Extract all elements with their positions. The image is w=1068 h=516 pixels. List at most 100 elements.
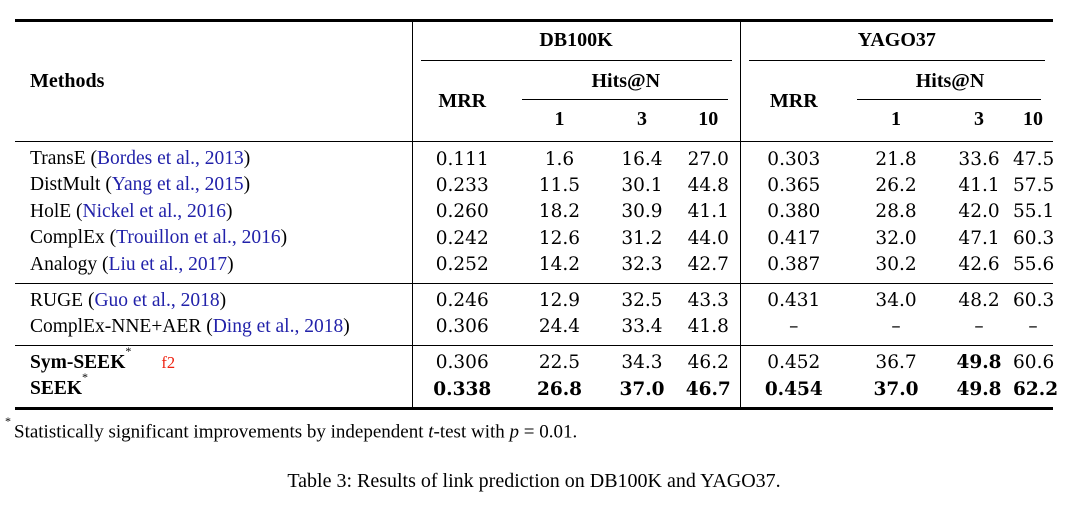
cell-yago-hits1: 34.0	[875, 290, 917, 311]
cell-db-hits10: 43.3	[687, 290, 729, 311]
cell-yago-hits1: 26.2	[875, 174, 917, 196]
citation-link[interactable]: Ding et al., 2018	[212, 315, 344, 337]
cell-yago-hits10: –	[1028, 316, 1038, 338]
citation-wrap: (Bordes et al., 2013)	[91, 148, 251, 169]
paren-open: (	[206, 315, 213, 337]
cell-db-mrr: 0.246	[411, 283, 512, 314]
cell-yago-hits1: 32.0	[875, 227, 917, 249]
method-name: ComplEx-NNE+AER	[30, 315, 202, 337]
cell-yago-mrr: 0.431	[739, 283, 848, 314]
col-header-db100k: DB100K	[411, 20, 741, 61]
row-analogy: Analogy (Liu et al., 2017) 0.252 14.2 32.…	[15, 251, 1054, 283]
cell-db-mrr: 0.233	[411, 172, 512, 199]
cell-db-hits10: 44.8	[687, 174, 729, 196]
cell-yago-hits3: 48.2	[958, 290, 1000, 311]
footnote-var-p: p	[509, 421, 520, 443]
cell-yago-hits10: 60.3	[1013, 290, 1055, 311]
method-name: Sym-SEEK	[30, 351, 126, 373]
cell-db-hits1: 1.6	[544, 148, 575, 170]
results-table: Methods DB100K YAGO37 MRR Hits@N MRR Hit…	[15, 19, 1059, 411]
cell-yago-mrr: 0.365	[739, 172, 848, 199]
cell-yago-hits1: –	[891, 316, 901, 338]
cell-db-hits10: 46.2	[687, 352, 729, 374]
cell-yago-hits3: 49.8	[956, 352, 1002, 374]
table-header: Methods DB100K YAGO37 MRR Hits@N MRR Hit…	[15, 20, 1054, 142]
table-footnote: *Statistically significant improvements …	[5, 414, 1068, 443]
cell-yago-mrr: 0.417	[739, 224, 848, 252]
paren-close: )	[219, 289, 227, 311]
cell-yago-hits10: 62.2	[1013, 378, 1059, 400]
cell-yago-mrr: 0.380	[739, 198, 848, 225]
paren-close: )	[280, 227, 288, 249]
row-complex-nne-aer: ComplEx-NNE+AER (Ding et al., 2018) 0.306…	[15, 313, 1053, 346]
header-row-hits-n: 1 3 10 1 3 10	[15, 100, 1053, 142]
cell-db-mrr: 0.338	[411, 376, 512, 409]
cell-yago-hits1: 30.2	[875, 254, 917, 275]
paren-open: (	[105, 174, 112, 196]
cell-db-hits1: 24.4	[538, 316, 581, 338]
cell-yago-hits3: 42.6	[958, 254, 1000, 275]
cell-yago-hits3: 33.6	[958, 148, 1000, 170]
citation-wrap: (Nickel et al., 2016)	[76, 201, 233, 222]
method-name: RUGE	[30, 289, 84, 311]
paren-open: (	[102, 253, 109, 275]
paren-close: )	[243, 148, 251, 169]
row-seek: SEEK* 0.338 26.8 37.0 46.7 0.454 37.0 49…	[15, 371, 1059, 409]
cell-db-hits10: 46.7	[685, 378, 731, 400]
cell-yago-hits1: 37.0	[873, 378, 919, 400]
citation-link[interactable]: Liu et al., 2017	[108, 253, 228, 275]
citation-link[interactable]: Nickel et al., 2016	[82, 200, 227, 222]
col-header-hits3-db100k: 3	[637, 108, 647, 130]
annotation-f2: f2	[161, 352, 176, 372]
header-row-datasets: Methods DB100K YAGO37	[15, 20, 1054, 92]
cell-yago-hits1: 21.8	[875, 148, 917, 170]
cell-yago-hits3: 49.8	[956, 378, 1002, 400]
citation-link[interactable]: Yang et al., 2015	[111, 174, 244, 196]
col-header-mrr-yago37: MRR	[739, 61, 848, 142]
cell-db-mrr: 0.111	[411, 141, 512, 173]
cell-db-hits1: 11.5	[538, 174, 581, 196]
cell-yago-hits1: 28.8	[875, 201, 917, 223]
cell-db-hits3: 32.3	[621, 254, 663, 275]
citation-wrap: (Guo et al., 2018)	[88, 290, 226, 311]
footnote-marker: *	[5, 413, 11, 428]
cell-yago-hits10: 57.5	[1013, 174, 1055, 196]
method-name: Analogy	[30, 253, 98, 275]
cell-yago-hits3: –	[974, 316, 984, 338]
row-complex: ComplEx (Trouillon et al., 2016) 0.242 12…	[15, 224, 1054, 252]
citation-link[interactable]: Bordes et al., 2013	[97, 148, 244, 169]
citation-link[interactable]: Guo et al., 2018	[94, 289, 220, 311]
cell-yago-hits3: 47.1	[958, 227, 1000, 249]
cell-db-hits1: 12.6	[538, 227, 581, 249]
cell-db-mrr: 0.306	[411, 313, 512, 346]
group-seek: Sym-SEEK* f2 0.306 22.5 34.3 46.2 0.452 3…	[15, 343, 1059, 409]
col-header-hits10-db100k: 10	[698, 108, 719, 130]
citation-link[interactable]: Trouillon et al., 2016	[116, 227, 281, 249]
footnote-text: -test with	[433, 421, 510, 443]
row-hole: HolE (Nickel et al., 2016) 0.260 18.2 30.…	[15, 198, 1055, 225]
cell-db-hits10: 41.8	[687, 316, 729, 338]
row-ruge: RUGE (Guo et al., 2018) 0.246 12.9 32.5 4…	[15, 283, 1055, 314]
method-name: TransE	[30, 148, 86, 169]
cell-db-hits1: 18.2	[538, 201, 581, 223]
citation-wrap: (Liu et al., 2017)	[102, 254, 234, 275]
significance-marker: *	[125, 343, 132, 358]
cell-yago-hits10: 55.1	[1013, 201, 1055, 223]
col-header-hits-yago37: Hits@N	[847, 61, 1053, 100]
cell-yago-hits1: 36.7	[875, 352, 917, 374]
citation-wrap: (Yang et al., 2015)	[105, 174, 250, 195]
paren-close: )	[343, 315, 350, 337]
cell-db-mrr: 0.260	[411, 198, 512, 225]
col-header-hits3-yago37: 3	[974, 108, 985, 130]
col-header-hits10-yago37: 10	[1023, 108, 1044, 130]
paren-close: )	[227, 253, 234, 275]
cell-db-hits3: 30.1	[621, 174, 663, 196]
paren-close: )	[226, 200, 233, 222]
cell-db-hits3: 31.2	[621, 227, 663, 249]
footnote-text: = 0.01.	[519, 421, 578, 443]
cell-db-hits1: 22.5	[538, 352, 581, 374]
footnote-var-t: t	[428, 421, 434, 443]
cell-db-hits10: 27.0	[687, 148, 729, 170]
cell-db-hits10: 44.0	[687, 227, 729, 249]
method-cell: ComplEx-NNE+AER (Ding et al., 2018)	[15, 314, 412, 346]
